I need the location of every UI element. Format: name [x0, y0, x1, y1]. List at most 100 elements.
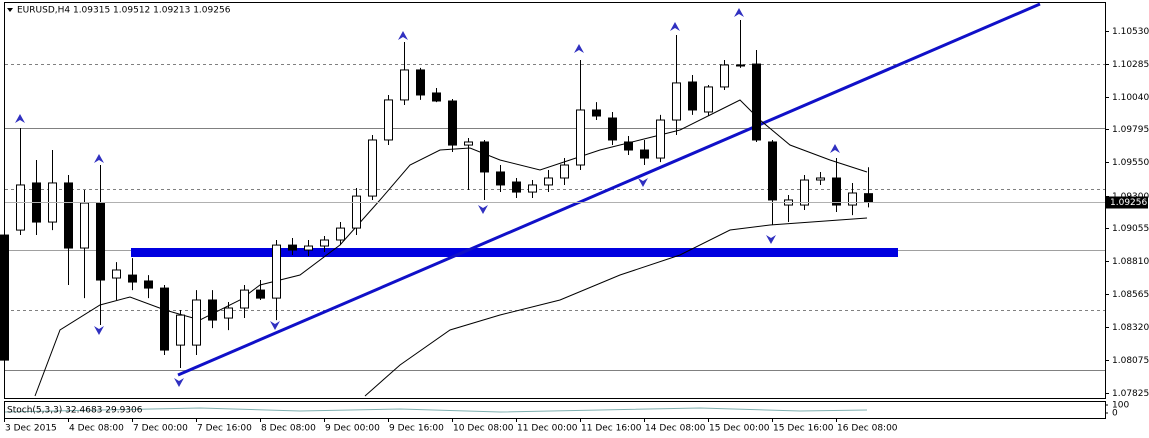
candle-body — [720, 64, 729, 88]
header-icon — [7, 8, 13, 12]
main-frame — [4, 2, 1106, 399]
candle-body — [768, 141, 777, 201]
candle-body — [112, 269, 121, 279]
candle-body — [368, 139, 377, 197]
fractal-up — [94, 154, 104, 163]
candle-body — [464, 141, 473, 146]
candle-body — [512, 181, 521, 193]
last-price-box — [1106, 196, 1148, 209]
fractal-down — [174, 378, 184, 387]
y-tick-label: 1.09795 — [1112, 125, 1149, 135]
candle-body — [752, 63, 761, 141]
y-tick-label: 1.07825 — [1112, 389, 1149, 399]
trend-line — [177, 2, 1041, 377]
candle-body — [432, 92, 441, 102]
candle-body — [848, 192, 857, 206]
x-tick-label: 10 Dec 08:00 — [453, 424, 514, 434]
y-tick-label: 1.10040 — [1112, 93, 1149, 103]
candle-body — [384, 99, 393, 141]
fractal-up — [15, 114, 25, 123]
candle-body — [560, 164, 569, 179]
moving-average-fast — [34, 99, 868, 397]
y-tick-label: 1.10285 — [1112, 60, 1149, 70]
candle-body — [304, 245, 313, 251]
y-tick-label: 1.09550 — [1112, 158, 1149, 168]
support-zone — [131, 248, 898, 257]
x-tick-label: 9 Dec 16:00 — [389, 424, 444, 434]
candle-body — [256, 289, 265, 299]
y-tick-label: 1.10530 — [1112, 27, 1149, 37]
y-tick-label: 1.09055 — [1112, 224, 1149, 234]
y-tick-label: 1.08810 — [1112, 257, 1149, 267]
x-tick-label: 14 Dec 08:00 — [645, 424, 706, 434]
stochastic-line — [4, 407, 868, 413]
fractal-up — [398, 31, 408, 40]
candle-body — [800, 179, 809, 206]
indicator-tick-label: 100 — [1112, 401, 1129, 411]
x-tick-label: 11 Dec 16:00 — [581, 424, 642, 434]
candle-body — [704, 86, 713, 113]
candle-body — [544, 177, 553, 186]
candle-body — [496, 171, 505, 186]
x-tick-label: 15 Dec 00:00 — [709, 424, 770, 434]
candle-body — [64, 182, 73, 249]
candle-body — [592, 109, 601, 117]
candle-body — [576, 109, 585, 166]
candle-body — [80, 202, 89, 249]
candle-body — [624, 141, 633, 151]
candle-body — [240, 289, 249, 309]
candle-body — [128, 274, 137, 283]
candle-body — [688, 81, 697, 111]
x-tick-label: 7 Dec 00:00 — [133, 424, 188, 434]
x-tick-label: 8 Dec 08:00 — [261, 424, 316, 434]
x-tick-label: 15 Dec 16:00 — [773, 424, 834, 434]
candle-body — [832, 177, 841, 206]
indicator-frame — [4, 401, 1106, 419]
x-tick-label: 4 Dec 08:00 — [69, 424, 124, 434]
fractal-down — [270, 321, 280, 330]
y-tick-label: 1.08075 — [1112, 356, 1149, 366]
indicator-label: Stoch(5,3,3) 32.4683 29.9306 — [7, 406, 143, 416]
y-tick-label: 1.08320 — [1112, 323, 1149, 333]
fractal-down — [638, 178, 648, 187]
candle-body — [192, 299, 201, 346]
fractal-up — [670, 22, 680, 31]
fractal-markers — [15, 8, 840, 387]
fractal-down — [94, 326, 104, 335]
x-tick-label: 3 Dec 2015 — [5, 424, 57, 434]
x-tick-label: 11 Dec 00:00 — [517, 424, 578, 434]
candle-body — [528, 184, 537, 193]
candle-body — [864, 193, 873, 203]
indicator-tick-label: 0 — [1112, 409, 1118, 419]
fractal-down — [478, 205, 488, 214]
fractal-up — [830, 144, 840, 153]
candle-body — [608, 117, 617, 141]
candle-body — [480, 141, 489, 173]
candle-body — [272, 244, 281, 299]
candle-body — [352, 195, 361, 229]
candle-body — [96, 202, 105, 281]
candle-body — [224, 307, 233, 319]
candle-body — [288, 244, 297, 251]
candle-body — [736, 64, 745, 67]
candle-body — [0, 234, 9, 361]
candle-body — [160, 287, 169, 351]
x-tick-label: 9 Dec 00:00 — [325, 424, 380, 434]
x-tick-label: 16 Dec 08:00 — [837, 424, 898, 434]
y-tick-label: 1.08565 — [1112, 290, 1149, 300]
candle-body — [400, 69, 409, 101]
fractal-down — [766, 235, 776, 244]
candle-body — [336, 227, 345, 241]
fractal-up — [574, 44, 584, 53]
candle-body — [816, 177, 825, 181]
moving-average-slow — [364, 217, 868, 397]
candle-body — [320, 239, 329, 247]
candle-body — [448, 100, 457, 146]
candle-body — [672, 82, 681, 121]
x-tick-label: 7 Dec 16:00 — [197, 424, 252, 434]
candle-body — [144, 280, 153, 289]
candle-body — [176, 314, 185, 346]
